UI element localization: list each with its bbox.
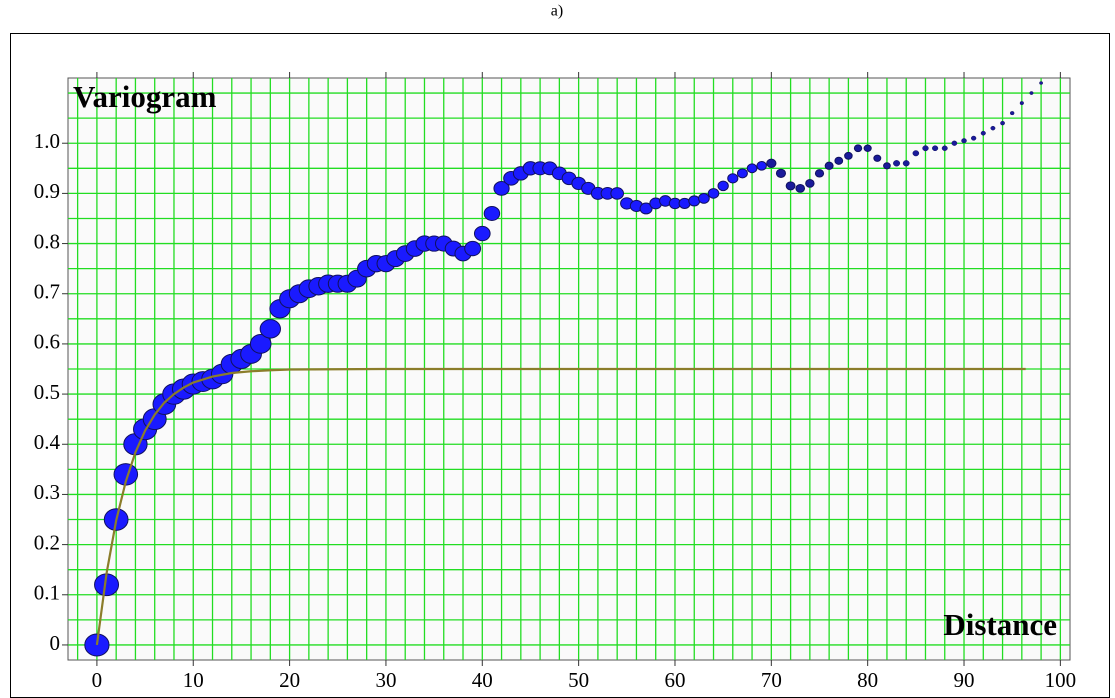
caption: a) (551, 3, 563, 20)
x-tick-label: 100 (1045, 668, 1077, 692)
point (639, 202, 653, 215)
x-axis-label: Distance (943, 607, 1057, 642)
point (941, 145, 948, 151)
grid (68, 78, 1070, 660)
point (464, 240, 482, 257)
point (893, 160, 901, 167)
y-tick-label: 0.2 (34, 530, 60, 554)
point (902, 160, 910, 167)
y-tick-label: 0.9 (34, 179, 60, 203)
point (483, 205, 501, 221)
y-tick-label: 0 (50, 631, 61, 655)
point (1009, 111, 1015, 116)
x-tick-label: 0 (92, 668, 103, 692)
point (932, 145, 939, 152)
y-axis-label: Variogram (73, 79, 217, 114)
point (610, 187, 625, 200)
point (922, 145, 929, 152)
point (805, 179, 815, 188)
point (873, 154, 882, 162)
point (961, 138, 967, 144)
point (1039, 81, 1043, 85)
point (756, 160, 767, 171)
point (766, 158, 777, 169)
model-line (95, 367, 1026, 646)
point (971, 135, 977, 141)
point (883, 162, 891, 170)
point (853, 144, 863, 153)
point (1029, 91, 1034, 95)
y-tick-label: 0.4 (34, 430, 61, 454)
y-tick-label: 0.5 (34, 380, 60, 404)
y-tick-label: 0.1 (34, 581, 60, 605)
point (727, 173, 739, 184)
point (824, 161, 834, 170)
x-tick-label: 20 (279, 668, 300, 692)
y-tick-label: 0.6 (34, 330, 60, 354)
x-tick-label: 80 (857, 668, 878, 692)
point (863, 144, 872, 152)
point (795, 183, 806, 193)
point (844, 151, 853, 160)
point (249, 334, 272, 354)
point (912, 150, 920, 157)
point (746, 163, 758, 174)
x-tick-label: 60 (664, 668, 685, 692)
y-tick-label: 1.0 (34, 129, 60, 153)
point (707, 188, 720, 199)
point (951, 140, 958, 146)
point (834, 156, 844, 165)
point (736, 168, 748, 179)
x-tick-label: 70 (761, 668, 782, 692)
x-tick-label: 10 (183, 668, 204, 692)
y-tick-label: 0.3 (34, 480, 60, 504)
point (493, 180, 510, 196)
point (980, 130, 986, 136)
y-tick-label: 0.8 (34, 229, 60, 253)
point (698, 193, 710, 204)
point (1000, 121, 1005, 126)
x-tick-label: 90 (954, 668, 975, 692)
point (259, 319, 282, 339)
point (814, 169, 825, 178)
point (717, 180, 729, 192)
x-tick-label: 40 (472, 668, 493, 692)
point (990, 125, 996, 131)
x-tick-label: 50 (568, 668, 589, 692)
x-tick-label: 30 (375, 668, 396, 692)
marks (84, 81, 1043, 657)
y-tick-label: 0.7 (34, 280, 60, 304)
point (473, 225, 491, 242)
point (1019, 101, 1024, 106)
point (775, 168, 786, 178)
point (785, 181, 796, 191)
